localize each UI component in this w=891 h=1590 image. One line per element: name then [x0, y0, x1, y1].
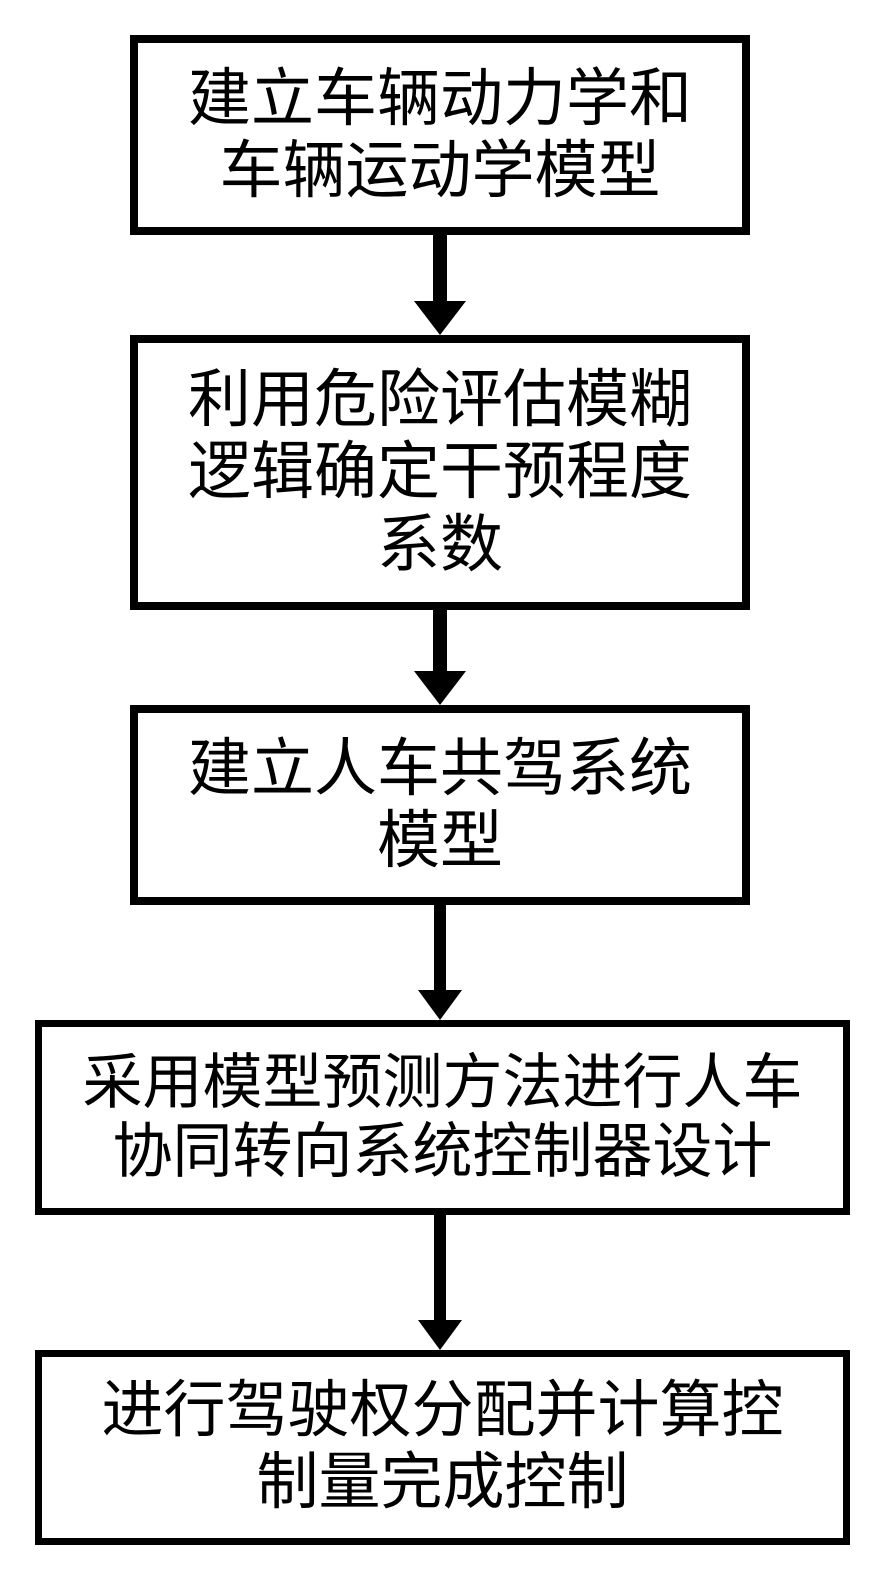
- node-codriving-model: 建立人车共驾系统模型: [130, 705, 750, 905]
- arrow-1-head: [414, 301, 466, 335]
- node-fuzzy-logic: 利用危险评估模糊逻辑确定干预程度系数: [130, 335, 750, 610]
- arrow-4-head: [418, 1320, 462, 1350]
- arrow-3-head: [418, 990, 462, 1020]
- arrow-4-shaft: [434, 1215, 446, 1320]
- node-label: 采用模型预测方法进行人车协同转向系统控制器设计: [83, 1049, 803, 1187]
- node-label: 建立人车共驾系统模型: [188, 733, 692, 878]
- arrow-1-shaft: [433, 235, 447, 301]
- node-label: 利用危险评估模糊逻辑确定干预程度系数: [188, 364, 692, 581]
- node-label: 进行驾驶权分配并计算控制量完成控制: [101, 1376, 783, 1519]
- node-allocate-control: 进行驾驶权分配并计算控制量完成控制: [35, 1350, 850, 1545]
- arrow-2-head: [414, 671, 466, 705]
- flowchart-canvas: 建立车辆动力学和车辆运动学模型 利用危险评估模糊逻辑确定干预程度系数 建立人车共…: [0, 0, 891, 1590]
- arrow-3-shaft: [434, 905, 446, 990]
- node-establish-models: 建立车辆动力学和车辆运动学模型: [130, 35, 750, 235]
- node-mpc-controller: 采用模型预测方法进行人车协同转向系统控制器设计: [35, 1020, 850, 1215]
- arrow-2-shaft: [433, 610, 447, 671]
- node-label: 建立车辆动力学和车辆运动学模型: [188, 63, 692, 208]
